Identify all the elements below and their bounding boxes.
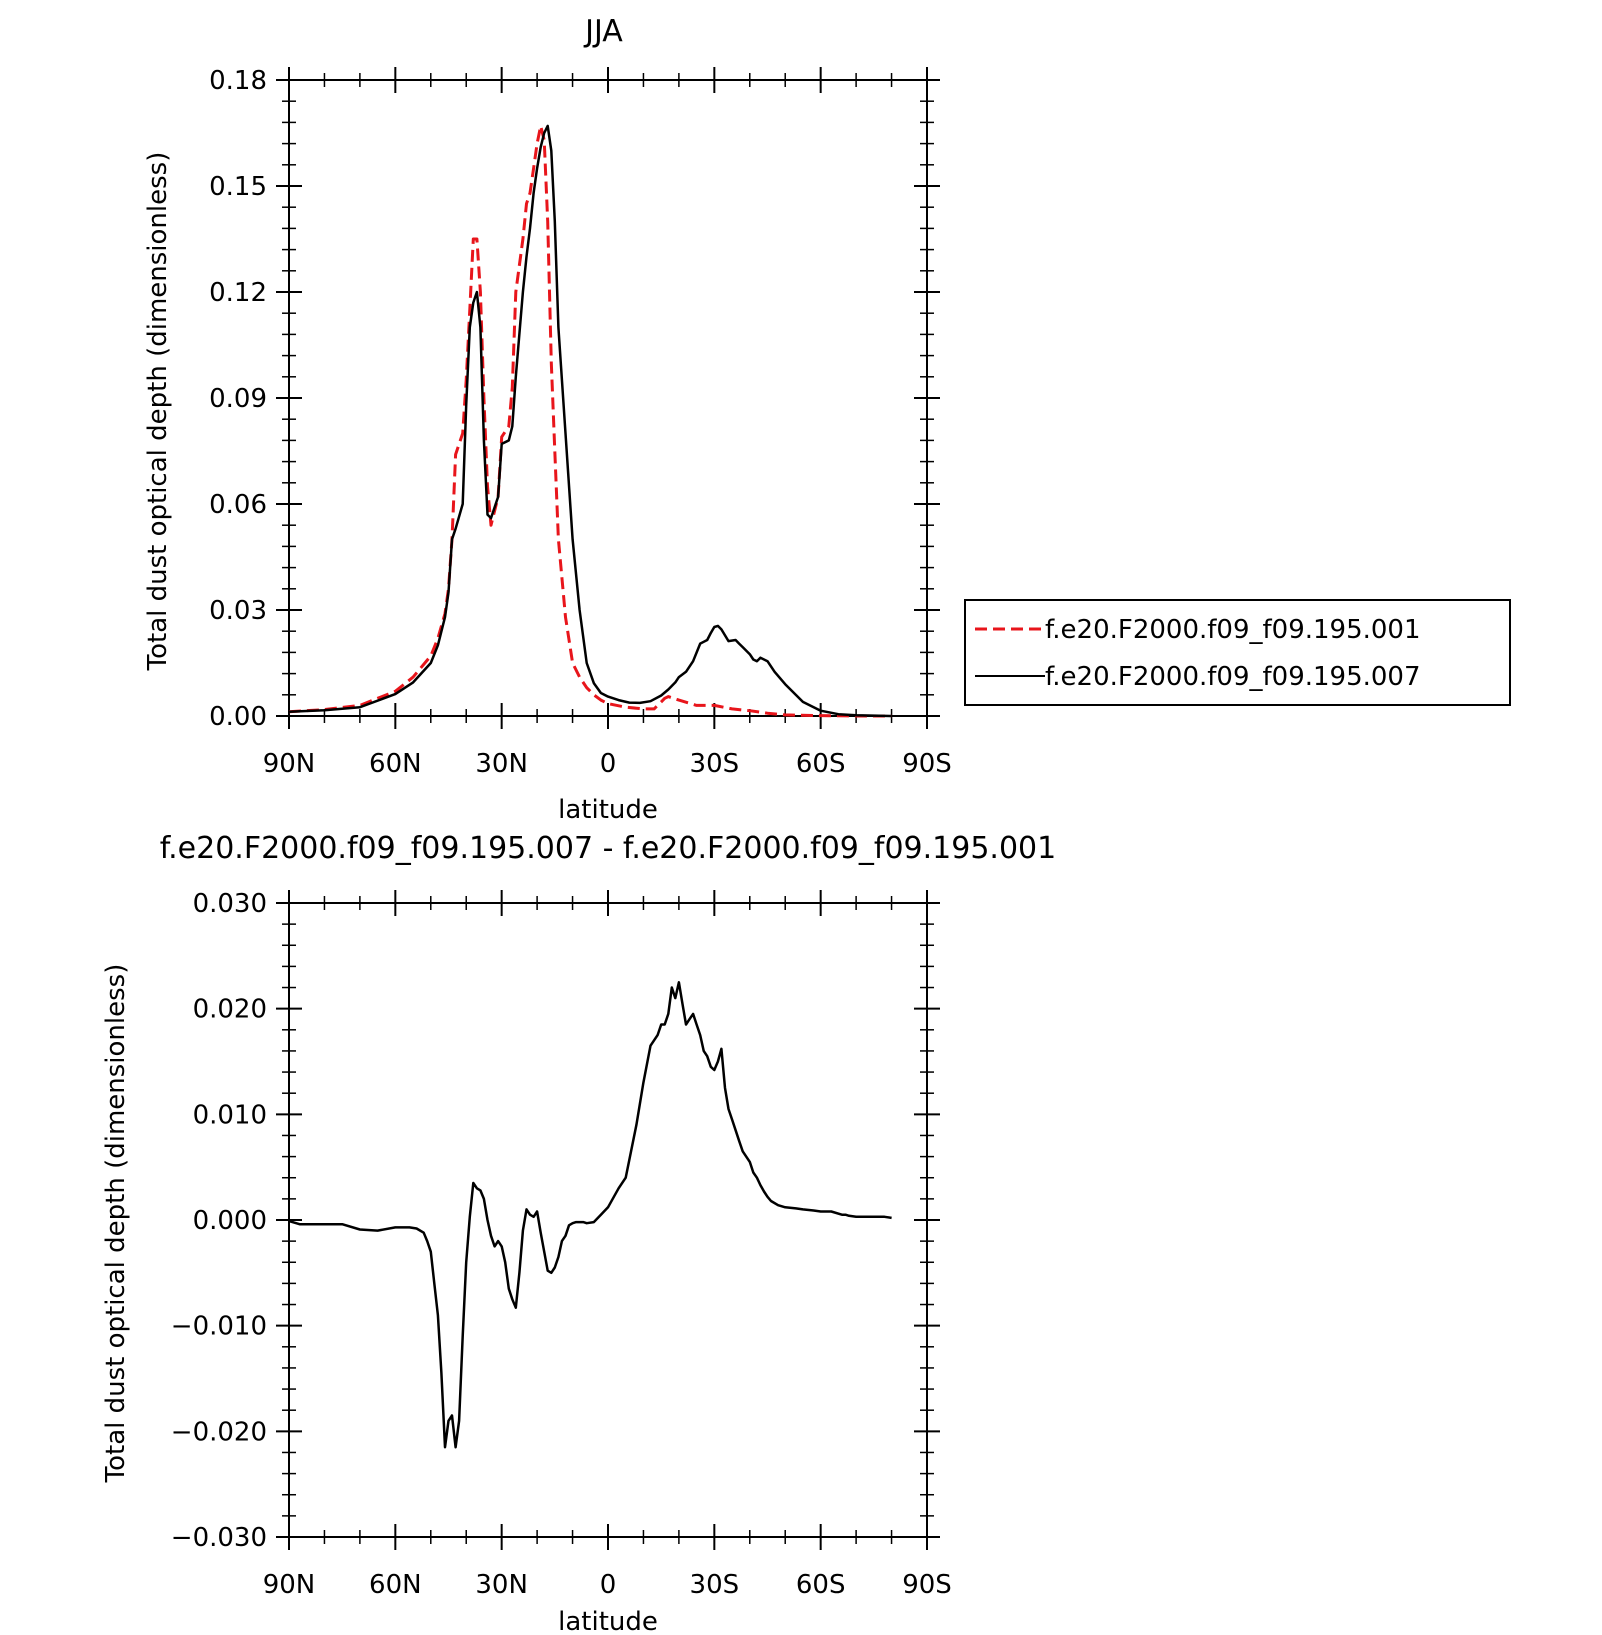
series-line-top-1 — [288, 124, 892, 718]
x-tick-label-bottom: 30N — [475, 1570, 528, 1600]
x-tick-label-bottom: 60S — [796, 1570, 846, 1600]
y-tick-label-bottom: 0.010 — [193, 1100, 267, 1130]
x-tick-label-top: 90S — [902, 749, 952, 779]
y-tick-label-bottom: −0.010 — [171, 1312, 267, 1342]
x-tick-label-top: 90N — [263, 749, 316, 779]
panel-top-chart: JJA Total dust optical depth (dimensionl… — [143, 14, 1511, 825]
x-axis-label-top: latitude — [558, 795, 658, 825]
y-tick-label-top: 0.12 — [209, 278, 267, 308]
x-tick-label-top: 0 — [600, 749, 617, 779]
y-tick-label-top: 0.03 — [209, 596, 267, 626]
y-axis-label-bottom: Total dust optical depth (dimensionless) — [101, 964, 131, 1484]
y-tick-label-top: 0.09 — [209, 384, 267, 414]
x-tick-label-top: 30S — [690, 749, 740, 779]
x-tick-label-bottom: 30S — [690, 1570, 740, 1600]
y-tick-label-bottom: −0.020 — [171, 1417, 267, 1447]
y-tick-label-bottom: −0.030 — [171, 1523, 267, 1553]
y-tick-label-top: 0.00 — [209, 702, 267, 732]
x-axis-label-bottom: latitude — [558, 1607, 658, 1635]
series-line-bottom-0 — [288, 981, 892, 1449]
chart-title-top: JJA — [583, 14, 623, 49]
y-tick-label-top: 0.18 — [209, 66, 267, 96]
y-axis-label-top: Total dust optical depth (dimensionless) — [143, 152, 173, 672]
y-tick-label-bottom: 0.030 — [193, 889, 267, 919]
y-tick-label-bottom: 0.000 — [193, 1206, 267, 1236]
x-tick-label-top: 30N — [475, 749, 528, 779]
x-tick-label-bottom: 60N — [369, 1570, 422, 1600]
legend-label-007: f.e20.F2000.f09_f09.195.007 — [1045, 662, 1421, 692]
x-tick-label-bottom: 90S — [902, 1570, 952, 1600]
plot-frame-top — [288, 79, 928, 717]
plot-area-bottom: −0.030 −0.020 −0.010 0.000 0.010 0.020 0.030 90… — [171, 889, 952, 1600]
x-tick-label-top: 60S — [796, 749, 846, 779]
plot-area-top: 0.00 0.03 0.06 0.09 0.12 0.15 0.18 90N 60N 30N 0 30… — [209, 66, 952, 779]
x-tick-label-bottom: 0 — [600, 1570, 617, 1600]
panel-bottom-chart: f.e20.F2000.f09_f09.195.007 - f.e20.F200… — [101, 831, 1056, 1635]
y-axis-label-bottom-wrap: Total dust optical depth (dimensionless) — [101, 964, 131, 1484]
y-tick-label-bottom: 0.020 — [193, 995, 267, 1025]
plot-frame-bottom — [288, 902, 928, 1538]
x-tick-label-top: 60N — [369, 749, 422, 779]
chart-title-bottom: f.e20.F2000.f09_f09.195.007 - f.e20.F200… — [160, 831, 1056, 866]
legend-label-001: f.e20.F2000.f09_f09.195.001 — [1045, 615, 1421, 645]
x-tick-label-bottom: 90N — [263, 1570, 316, 1600]
y-axis-label-top-wrap: Total dust optical depth (dimensionless) — [143, 152, 173, 672]
legend-box — [964, 599, 1511, 706]
legend: f.e20.F2000.f09_f09.195.001 f.e20.F2000.… — [964, 599, 1511, 706]
y-tick-label-top: 0.06 — [209, 490, 267, 520]
series-line-top-0 — [288, 124, 892, 718]
y-tick-label-top: 0.15 — [209, 172, 267, 202]
